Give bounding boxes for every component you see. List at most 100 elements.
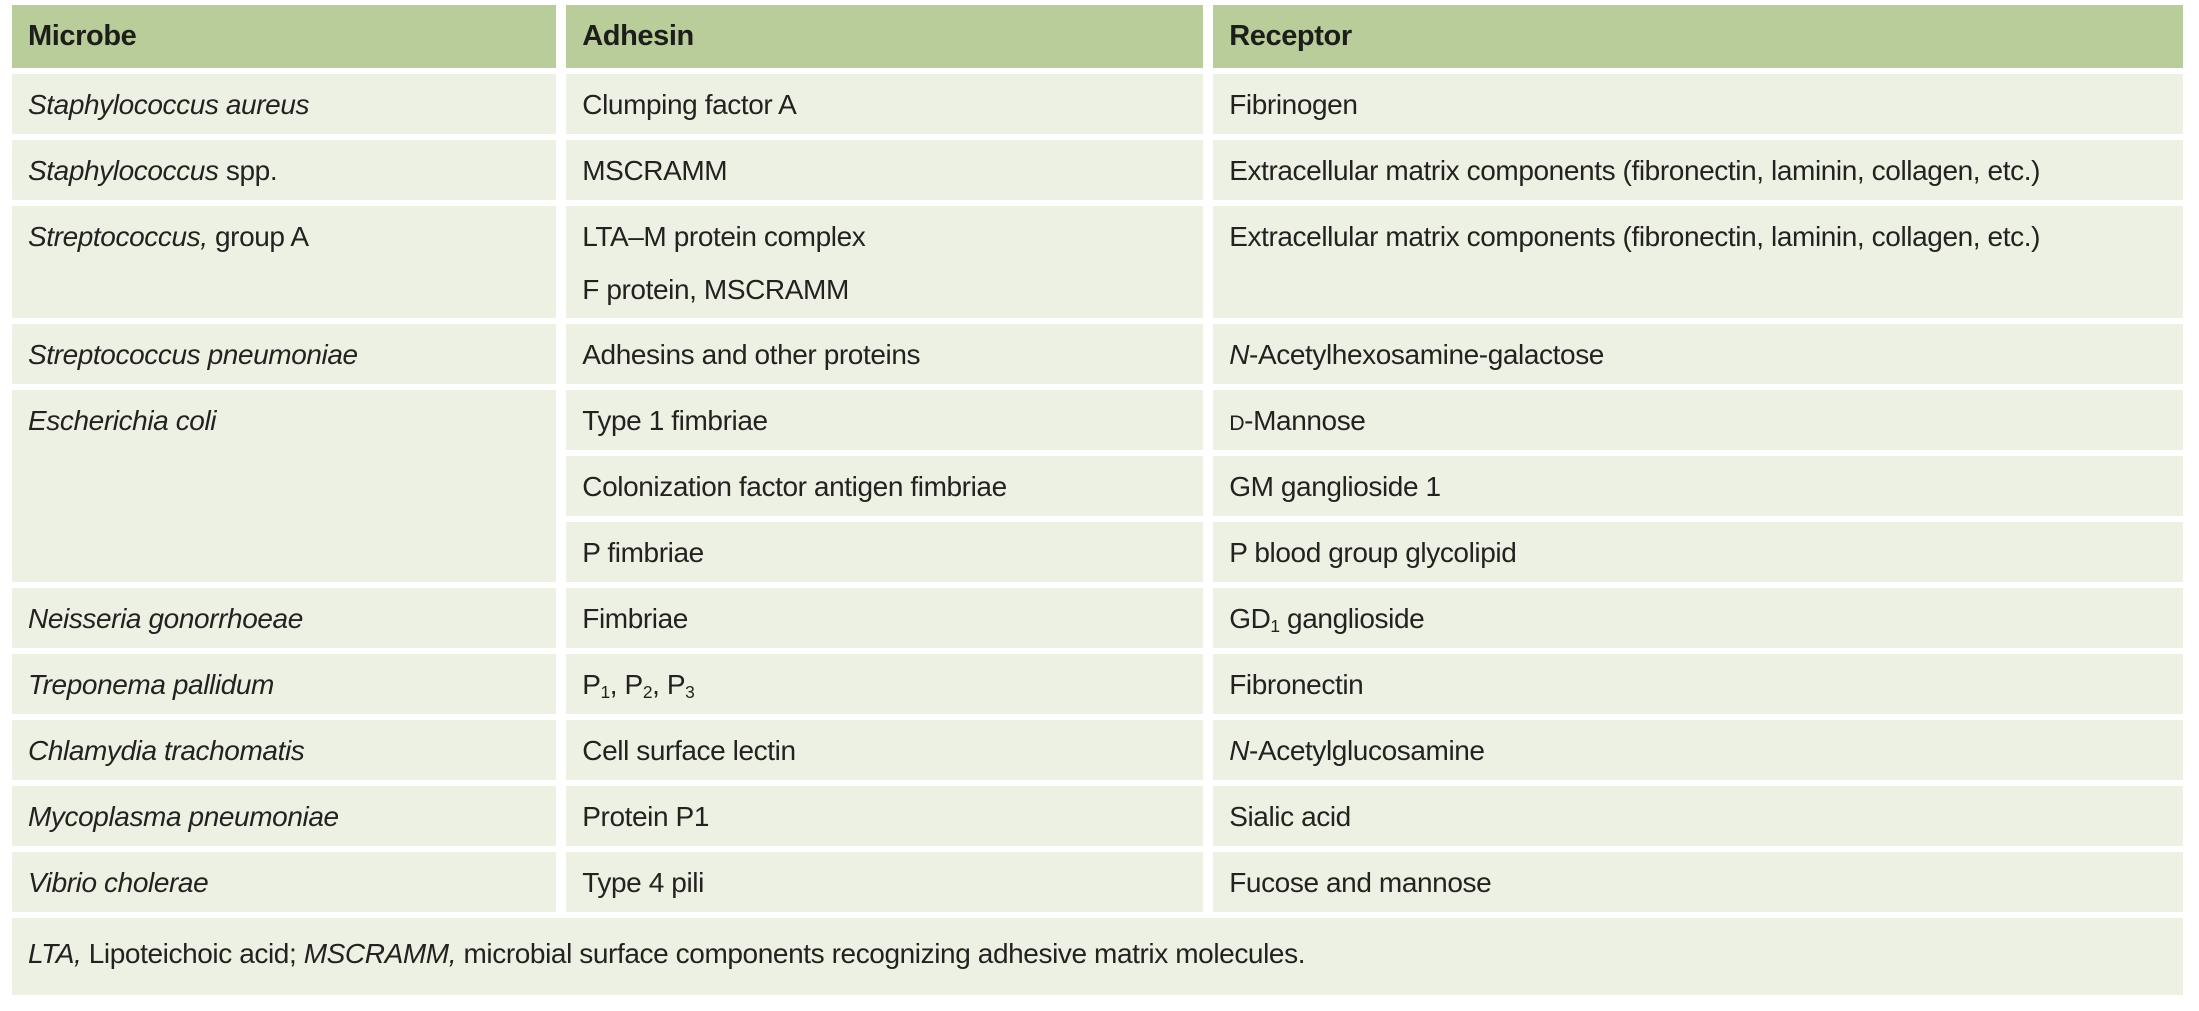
cell-receptor: Extracellular matrix components (fibrone… <box>1203 137 2183 206</box>
text-segment: Adhesins and other proteins <box>582 339 921 370</box>
cell-adhesin: P fimbriae <box>556 519 1209 588</box>
text-segment: GM ganglioside 1 <box>1229 471 1441 502</box>
adhesin-receptor-table-container: Microbe Adhesin Receptor Staphylococcus … <box>12 5 2183 995</box>
cell-adhesin: Clumping factor A <box>556 71 1209 140</box>
cell-receptor: Extracellular matrix components (fibrone… <box>1203 203 2183 324</box>
cell-microbe: Treponema pallidum <box>12 651 562 720</box>
table-row: Chlamydia trachomatis Cell surface lecti… <box>12 717 2183 786</box>
text-segment: N <box>1229 339 1250 370</box>
text-segment: , P <box>609 669 643 700</box>
column-header-adhesin: Adhesin <box>556 5 1209 74</box>
table-row: Streptococcus, group A LTA–M protein com… <box>12 203 2183 324</box>
cell-adhesin: Cell surface lectin <box>556 717 1209 786</box>
text-segment: Mycoplasma pneumoniae <box>28 801 339 832</box>
cell-microbe: Streptococcus pneumoniae <box>12 321 562 390</box>
cell-microbe: Streptococcus, group A <box>12 203 562 324</box>
text-segment: , P <box>652 669 686 700</box>
text-segment: P <box>582 669 601 700</box>
text-segment: 1 <box>1270 615 1280 636</box>
table-row: Staphylococcus aureus Clumping factor A … <box>12 71 2183 140</box>
column-header-receptor: Receptor <box>1203 5 2183 74</box>
table-row: Escherichia coli Type 1 fimbriae D-Manno… <box>12 387 2183 588</box>
text-segment: ganglioside <box>1279 603 1425 634</box>
table-row: Vibrio cholerae Type 4 pili Fucose and m… <box>12 849 2183 918</box>
text-segment: Escherichia coli <box>28 405 217 436</box>
table-row: Neisseria gonorrhoeae Fimbriae GD1 gangl… <box>12 585 2183 654</box>
cell-receptor: N-Acetylglucosamine <box>1203 717 2183 786</box>
table-row: Treponema pallidum P1, P2, P3 Fibronecti… <box>12 651 2183 720</box>
table-row: Staphylococcus spp. MSCRAMM Extracellula… <box>12 137 2183 206</box>
text-segment: Vibrio cholerae <box>28 867 209 898</box>
cell-adhesin: P1, P2, P3 <box>556 651 1209 720</box>
table-row: Mycoplasma pneumoniae Protein P1 Sialic … <box>12 783 2183 852</box>
text-segment: Colonization factor antigen fimbriae <box>582 471 1007 502</box>
header-row: Microbe Adhesin Receptor <box>12 5 2183 74</box>
text-segment: 3 <box>685 681 695 702</box>
text-segment: Staphylococcus aureus <box>28 89 310 120</box>
cell-microbe: Vibrio cholerae <box>12 849 562 918</box>
text-segment: MSCRAMM <box>582 155 728 186</box>
text-segment: Streptococcus pneumoniae <box>28 339 358 370</box>
text-segment: Protein P1 <box>582 801 709 832</box>
text-segment: -Acetylhexosamine-galactose <box>1249 339 1604 370</box>
text-segment: Cell surface lectin <box>582 735 796 766</box>
cell-receptor: GD1 ganglioside <box>1203 585 2183 654</box>
text-segment: 1 <box>600 681 611 702</box>
text-segment: GD <box>1229 603 1271 634</box>
text-segment: Extracellular matrix components (fibrone… <box>1229 155 2041 186</box>
column-header-microbe: Microbe <box>12 5 562 74</box>
cell-microbe: Neisseria gonorrhoeae <box>12 585 562 654</box>
cell-receptor: Fibronectin <box>1203 651 2183 720</box>
text-segment: MSCRAMM, <box>303 938 457 969</box>
cell-adhesin: Protein P1 <box>556 783 1209 852</box>
text-segment: LTA, <box>28 938 82 969</box>
text-segment: N <box>1229 735 1250 766</box>
cell-microbe: Mycoplasma pneumoniae <box>12 783 562 852</box>
cell-adhesin: MSCRAMM <box>556 137 1209 206</box>
cell-microbe: Staphylococcus aureus <box>12 71 562 140</box>
text-segment: Extracellular matrix components (fibrone… <box>1229 221 2041 252</box>
text-segment: Type 4 pili <box>582 867 704 898</box>
text-segment: spp. <box>218 155 278 186</box>
text-segment: Fibrinogen <box>1229 89 1358 120</box>
text-segment: Chlamydia trachomatis <box>28 735 305 766</box>
cell-adhesin: Type 4 pili <box>556 849 1209 918</box>
text-segment: -Mannose <box>1244 405 1366 436</box>
text-segment: Fibronectin <box>1229 669 1364 700</box>
cell-adhesin: LTA–M protein complex F protein, MSCRAMM <box>556 203 1209 324</box>
cell-microbe: Chlamydia trachomatis <box>12 717 562 786</box>
cell-adhesin: Type 1 fimbriae <box>556 387 1209 456</box>
table-row: P fimbriae P blood group glycolipid <box>12 519 2183 588</box>
text-segment: group A <box>207 221 309 252</box>
cell-receptor: N-Acetylhexosamine-galactose <box>1203 321 2183 390</box>
adhesin-receptor-table: Microbe Adhesin Receptor Staphylococcus … <box>12 5 2183 995</box>
text-segment: Staphylococcus <box>28 155 219 186</box>
text-segment: P blood group glycolipid <box>1229 537 1517 568</box>
cell-adhesin: Fimbriae <box>556 585 1209 654</box>
text-segment: Sialic acid <box>1229 801 1351 832</box>
footnote-row: LTA, Lipoteichoic acid; MSCRAMM, microbi… <box>12 915 2183 995</box>
text-segment: P fimbriae <box>582 537 704 568</box>
cell-receptor: Fucose and mannose <box>1203 849 2183 918</box>
cell-microbe: Escherichia coli <box>12 387 562 588</box>
cell-receptor: D-Mannose <box>1203 387 2183 456</box>
cell-adhesin: Adhesins and other proteins <box>556 321 1209 390</box>
text-segment: Lipoteichoic acid; <box>81 938 304 969</box>
text-segment: -Acetylglucosamine <box>1249 735 1485 766</box>
cell-receptor: P blood group glycolipid <box>1203 519 2183 588</box>
table-row: Streptococcus pneumoniae Adhesins and ot… <box>12 321 2183 390</box>
cell-receptor: Fibrinogen <box>1203 71 2183 140</box>
footnote-text: LTA, Lipoteichoic acid; MSCRAMM, microbi… <box>12 915 2183 995</box>
text-segment: Fucose and mannose <box>1229 867 1492 898</box>
text-segment: F protein, MSCRAMM <box>582 274 849 305</box>
text-segment: Type 1 fimbriae <box>582 405 768 436</box>
cell-adhesin: Colonization factor antigen fimbriae <box>556 453 1209 522</box>
cell-receptor: Sialic acid <box>1203 783 2183 852</box>
text-segment: 2 <box>642 681 653 702</box>
text-segment: Clumping factor A <box>582 89 797 120</box>
text-segment: Treponema pallidum <box>28 669 274 700</box>
text-segment: microbial surface components recognizing… <box>456 938 1306 969</box>
text-segment: D <box>1229 411 1245 435</box>
text-segment: LTA–M protein complex <box>582 221 866 252</box>
text-segment: Streptococcus, <box>28 221 208 252</box>
